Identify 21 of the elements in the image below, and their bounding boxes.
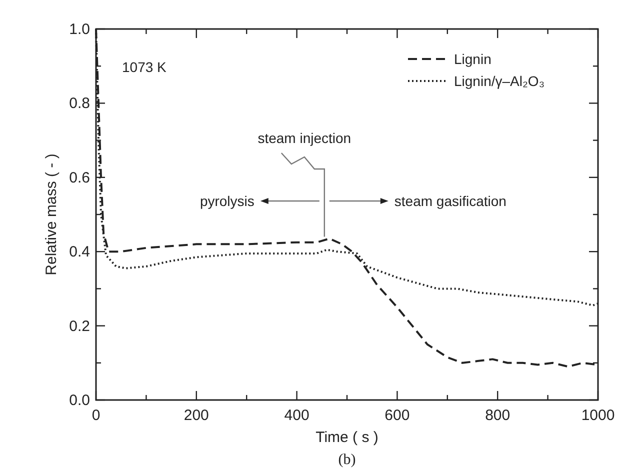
x-axis-title: Time ( s ) [316,429,378,446]
text: (b) [338,452,356,468]
x-tick-label: 0 [92,407,100,424]
x-tick-label: 600 [384,407,410,424]
y-axis-title: Relative mass ( - ) [43,154,60,276]
x-tick-label: 800 [485,407,510,424]
annotation: steam injection [258,130,352,146]
y-tick-label: 0.6 [69,169,90,186]
legend-label: Lignin/γ–Al₂O₃ [454,73,545,89]
annotation: 1073 K [122,59,168,75]
y-tick-label: 1.0 [69,21,90,38]
annotation: steam gasification [394,193,506,209]
x-tick-label: 400 [284,407,310,424]
y-tick-label: 0.8 [69,95,90,112]
x-tick-label: 200 [184,407,209,424]
annotation: pyrolysis [200,193,254,209]
y-tick-label: 0.4 [69,244,90,261]
y-tick-label: 0.0 [69,392,90,409]
x-tick-label: 1000 [581,407,615,424]
y-tick-label: 0.2 [69,318,90,335]
legend-label: Lignin [454,51,492,67]
